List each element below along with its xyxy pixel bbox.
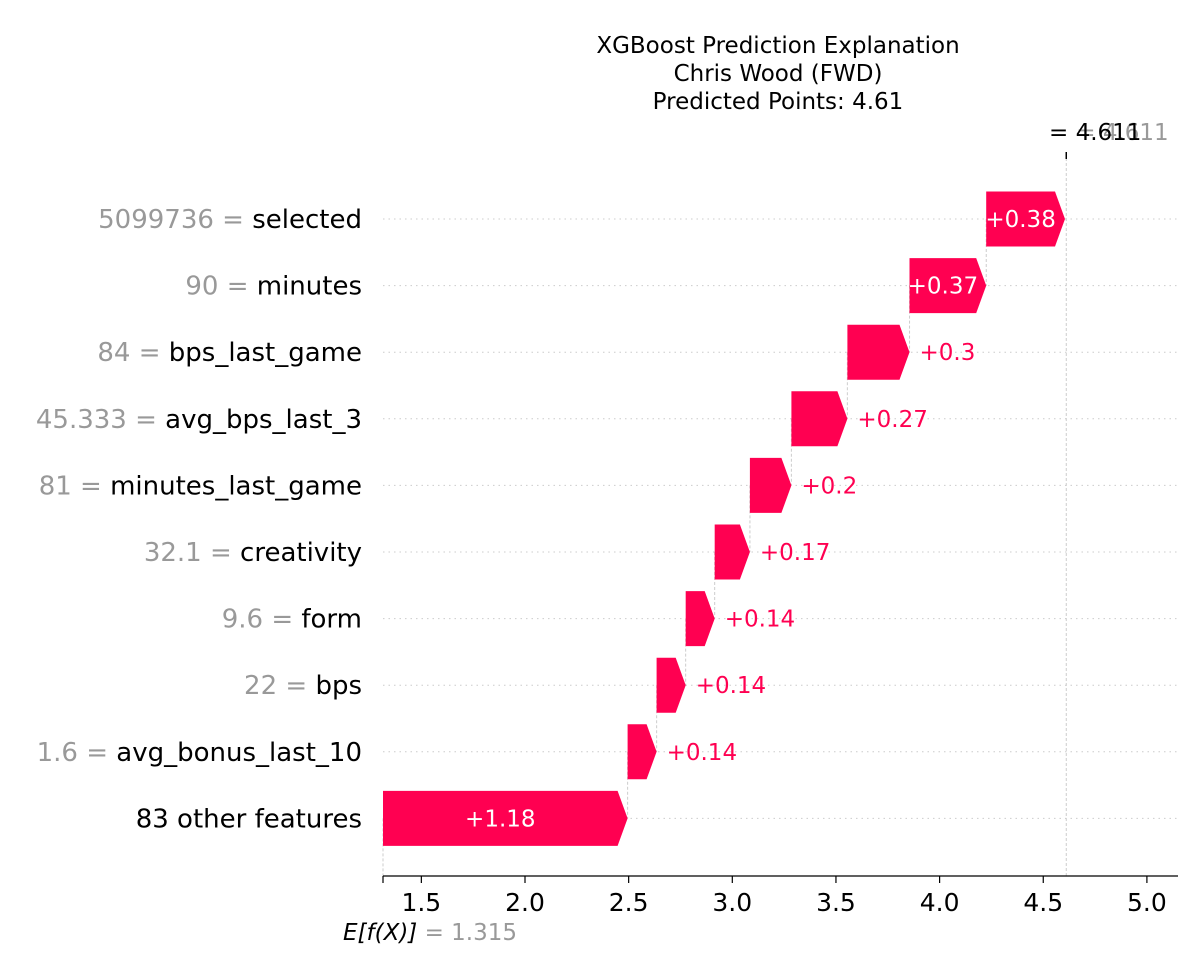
chart-title: XGBoost Prediction Explanation Chris Woo… (596, 33, 959, 115)
contribution-bar-bps_last_game (847, 324, 910, 380)
final-value-overlap-label: = 4.611 (1076, 120, 1168, 146)
feature-label: 1.6 = avg_bonus_last_10 (37, 738, 362, 768)
bar-value-label: +0.14 (725, 607, 795, 633)
x-tick-label: 3.5 (816, 888, 856, 917)
x-axis: 1.5 2.0 2.5 3.0 3.5 4.0 4.5 5.0 (382, 875, 1178, 917)
bar-value-label: +0.17 (760, 540, 830, 566)
base-value-annotation: E[f(X)] = 1.315 (343, 920, 517, 946)
row-gridlines (383, 218, 1178, 819)
title-line-2: Chris Wood (FWD) (674, 61, 883, 87)
feature-labels: 5099736 = selected 90 = minutes 84 = bps_l… (36, 205, 362, 834)
contribution-bar-minutes (909, 258, 987, 314)
bar-value-label: +0.37 (908, 274, 978, 300)
bar-value-label: +0.38 (985, 207, 1055, 233)
x-tick-label: 5.0 (1127, 888, 1167, 917)
x-tick-label: 4.0 (920, 888, 960, 917)
bar-value-label: +0.14 (667, 740, 737, 766)
contribution-bar-bps (656, 657, 686, 713)
contribution-bar-avg_bonus_last_10 (627, 724, 657, 780)
contribution-bar-form (685, 591, 715, 647)
bar-value-label: +0.2 (801, 473, 857, 499)
feature-label: 22 = bps (244, 671, 362, 701)
contribution-bar-minutes_last_game (749, 457, 792, 513)
feature-label: 81 = minutes_last_game (39, 471, 362, 501)
feature-label: 32.1 = creativity (144, 538, 362, 568)
x-tick-label: 4.5 (1023, 888, 1063, 917)
x-tick-label: 2.5 (609, 888, 649, 917)
contribution-bars: +0.38 +0.37 +0.3 +0.27 +0.2 +0.17 +0.14 +0.14 +0… (383, 191, 1065, 846)
x-tick-label: 2.0 (505, 888, 545, 917)
feature-label: 84 = bps_last_game (97, 338, 362, 368)
contribution-bar-83-other-features (383, 790, 628, 846)
contribution-bar-creativity (714, 524, 750, 580)
feature-label: 9.6 = form (222, 605, 362, 635)
contribution-bar-avg_bps_last_3 (791, 391, 848, 447)
bar-value-label: +0.27 (857, 407, 927, 433)
contribution-bar-selected (986, 191, 1065, 247)
bar-value-label: +1.18 (465, 806, 535, 832)
feature-label: 90 = minutes (185, 272, 362, 302)
feature-label: 45.333 = avg_bps_last_3 (36, 405, 362, 435)
feature-label: 83 other features (136, 804, 362, 834)
title-line-1: XGBoost Prediction Explanation (596, 33, 959, 59)
title-line-3: Predicted Points: 4.61 (653, 89, 904, 115)
value-annotations: E[f(X)] = 1.315 = 4.611= 4.611 (343, 120, 1169, 946)
x-tick-label: 3.0 (712, 888, 752, 917)
feature-label: 5099736 = selected (98, 205, 362, 235)
bar-value-label: +0.14 (696, 673, 766, 699)
final-value-label: = 4.611 (1049, 120, 1141, 146)
bar-value-label: +0.3 (920, 340, 976, 366)
x-tick-label: 1.5 (401, 888, 441, 917)
